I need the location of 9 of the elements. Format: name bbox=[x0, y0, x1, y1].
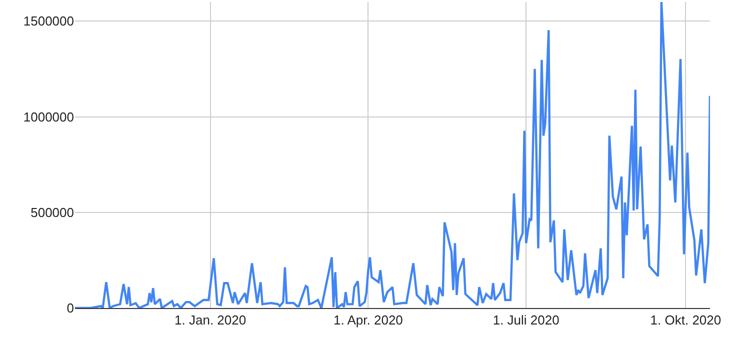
x-tick-label: 1. Okt. 2020 bbox=[650, 312, 722, 328]
y-tick-label: 0 bbox=[66, 300, 74, 316]
x-tick-label: 1. Apr. 2020 bbox=[334, 312, 403, 328]
y-tick-label: 1500000 bbox=[23, 14, 74, 29]
y-tick-label: 1000000 bbox=[23, 109, 74, 124]
y-tick-label: 500000 bbox=[30, 204, 74, 220]
x-tick-label: 1. Jan. 2020 bbox=[174, 312, 246, 328]
x-tick-label: 1. Juli 2020 bbox=[492, 312, 560, 328]
line-series bbox=[75, 2, 710, 308]
